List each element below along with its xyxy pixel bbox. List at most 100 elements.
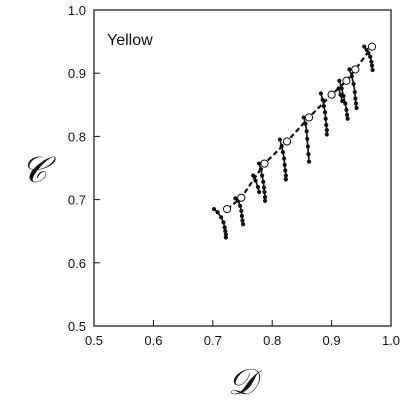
trajectory-point	[318, 91, 324, 96]
trajectory-point	[353, 101, 359, 106]
trajectory	[347, 67, 359, 111]
trajectory-point	[324, 122, 329, 128]
trajectory-point	[369, 59, 374, 64]
trajectory-point	[262, 194, 268, 200]
open-circle-point	[260, 159, 269, 168]
open-circle-point	[222, 204, 232, 214]
trajectory-point	[305, 144, 310, 149]
y-tick-label: 0.9	[68, 66, 86, 81]
y-tick-label: 0.5	[68, 319, 86, 334]
trajectory-point	[324, 132, 329, 137]
trajectory-point	[215, 210, 220, 215]
x-tick-label: 1.0	[382, 333, 400, 348]
trajectory-point	[343, 101, 348, 106]
trajectory-point	[352, 90, 357, 95]
x-tick-label: 0.7	[204, 333, 222, 348]
trajectory-point	[239, 208, 244, 214]
trajectory-point	[347, 67, 352, 72]
x-tick-label: 0.8	[263, 333, 281, 348]
trajectory-point	[369, 63, 375, 68]
trajectory-point	[321, 103, 326, 109]
open-circle-point	[351, 65, 360, 74]
panel-label: Yellow	[107, 32, 153, 49]
trajectory-point	[219, 215, 224, 220]
y-axis-label: 𝒞	[21, 150, 57, 191]
trajectory-point	[257, 161, 262, 166]
trajectory-point	[238, 203, 243, 209]
trajectories	[211, 44, 375, 240]
open-circle-point	[327, 90, 336, 99]
x-tick-label: 0.9	[323, 333, 341, 348]
trajectory-point	[262, 189, 267, 195]
trajectory-point	[338, 92, 343, 97]
trajectory-point	[370, 67, 375, 73]
trajectory-point	[281, 156, 287, 161]
y-tick-label: 0.6	[68, 256, 86, 271]
trajectory-point	[351, 81, 356, 87]
axis-tick-labels: 0.5 0.6 0.7 0.8 0.9 1.0 0.5 0.6 0.7 0.8 0.9 1.0	[68, 3, 400, 348]
trajectory-point	[283, 177, 288, 182]
trajectory-point	[301, 115, 306, 120]
trajectory-point	[262, 198, 268, 203]
trajectory-point	[283, 168, 288, 173]
trajectory-point	[349, 74, 354, 79]
trajectory-point	[306, 151, 311, 157]
axis-ticks	[93, 9, 392, 327]
trajectory-point	[211, 206, 217, 212]
y-tick-label: 0.8	[68, 129, 86, 144]
trajectory-point	[322, 110, 328, 115]
trajectory-point	[251, 173, 256, 178]
trajectory-point	[223, 232, 228, 237]
trajectory-point	[239, 213, 245, 219]
trajectory-point	[323, 116, 328, 121]
trajectory-point	[353, 96, 358, 101]
trajectory-point	[354, 105, 359, 111]
trajectory-point	[337, 78, 342, 83]
open-circle-point	[342, 76, 351, 85]
plot-frame	[93, 9, 392, 327]
trajectory-point	[240, 222, 246, 227]
trajectory-point	[261, 185, 266, 190]
trajectory	[337, 78, 350, 121]
trajectory-point	[283, 173, 288, 178]
trajectory-point	[362, 44, 367, 49]
trajectory-point	[233, 196, 238, 201]
open-circle-point	[304, 113, 314, 122]
trajectory-point	[305, 136, 310, 142]
x-tick-label: 0.5	[85, 333, 103, 348]
trajectory	[301, 115, 312, 164]
trajectory-point	[222, 225, 227, 230]
trajectory-point	[255, 184, 261, 190]
trajectory-point	[223, 235, 228, 240]
trajectory-point	[277, 137, 283, 142]
open-circle-markers	[222, 42, 377, 214]
trajectory-point	[324, 127, 329, 133]
trajectory-point	[344, 112, 350, 118]
trajectory	[362, 44, 375, 73]
trajectory-point	[240, 218, 245, 223]
open-circle-point	[367, 42, 377, 51]
trajectory-point	[261, 179, 266, 185]
trajectory-point	[339, 86, 344, 91]
x-tick-label: 0.6	[144, 333, 162, 348]
trajectory	[318, 91, 329, 137]
trajectory-point	[223, 229, 228, 234]
trajectory-point	[221, 220, 226, 225]
trajectory-point	[344, 107, 349, 112]
open-circle-point	[282, 137, 292, 146]
trajectory-point	[304, 129, 309, 134]
trajectory-point	[280, 150, 285, 155]
trajectory-point	[306, 159, 312, 164]
trajectory-point	[260, 173, 265, 178]
trajectory-point	[320, 97, 325, 102]
trajectory-point	[257, 189, 262, 195]
trajectory-point	[340, 98, 345, 104]
trajectory-point	[345, 116, 350, 121]
trajectory-point	[282, 162, 287, 167]
open-circle-point	[237, 193, 246, 202]
y-tick-label: 1.0	[68, 3, 86, 18]
trajectory	[211, 206, 228, 240]
y-tick-label: 0.7	[68, 193, 86, 208]
trajectory	[257, 161, 268, 203]
